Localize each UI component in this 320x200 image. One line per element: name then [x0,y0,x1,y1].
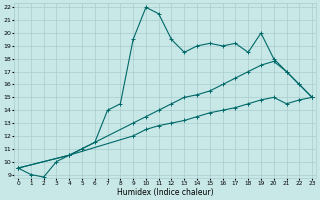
X-axis label: Humidex (Indice chaleur): Humidex (Indice chaleur) [117,188,213,197]
